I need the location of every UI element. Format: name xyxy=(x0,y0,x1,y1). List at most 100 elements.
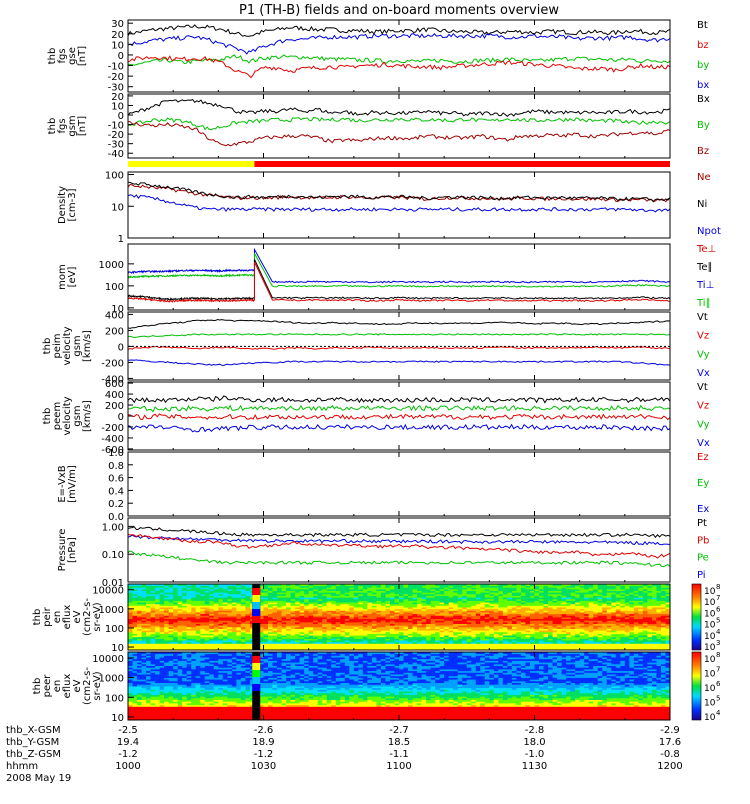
y-tick-label: 1.0 xyxy=(108,448,124,459)
y-tick-label: 0.4 xyxy=(108,486,124,497)
legend-entry: Vx xyxy=(697,368,710,379)
legend-entry: Ez xyxy=(697,452,709,463)
legend-entry: Pt xyxy=(697,518,707,529)
series-line-Vx xyxy=(128,360,670,366)
legend-entry: Vy xyxy=(697,419,710,430)
y-tick-label: 200 xyxy=(105,401,124,412)
legend-entry: Pb xyxy=(697,535,709,546)
chart-title: P1 (TH-B) fields and on-board moments ov… xyxy=(239,3,559,18)
y-tick-label: 0 xyxy=(118,51,124,62)
panel-frame xyxy=(128,452,670,516)
y-tick-label: 20 xyxy=(111,30,124,41)
legend-entry: Ne xyxy=(697,172,711,183)
y-axis-label: [cm-3] xyxy=(67,188,78,221)
series-line-Ti∥ xyxy=(128,275,255,278)
y-tick-label: 0 xyxy=(118,342,124,353)
y-axis-label: [nPa] xyxy=(67,537,78,563)
series-group xyxy=(128,100,670,146)
series-line-Pb xyxy=(128,534,670,558)
y-axis-label: [eV] xyxy=(67,267,78,288)
legend-entry: Bx xyxy=(697,94,710,105)
series-line-Ti∥ xyxy=(273,285,671,287)
legend-entry: Pe xyxy=(697,553,709,564)
legend-entry: Vz xyxy=(697,401,709,412)
series-line-Vt xyxy=(128,320,670,329)
y-axis-label: [mV/m] xyxy=(67,465,78,503)
legend-entry: Ni xyxy=(697,199,707,210)
y-tick-label: 0.10 xyxy=(102,550,124,561)
series-line-Bx xyxy=(128,100,670,117)
legend-entry: Vt xyxy=(697,312,708,323)
y-tick-label: 1000 xyxy=(99,260,124,271)
series-line-Vx xyxy=(128,425,670,432)
legend-entry: Vz xyxy=(697,331,709,342)
series-line-Ti⊥ xyxy=(128,270,255,274)
panel-frame xyxy=(128,172,670,238)
series-line-by xyxy=(128,55,670,65)
y-axis-label: [nT] xyxy=(77,46,88,66)
y-tick-label: 0.2 xyxy=(108,499,124,510)
legend-entry: bx xyxy=(697,80,709,91)
y-tick-label: 200 xyxy=(105,326,124,337)
y-tick-label: 100 xyxy=(105,282,124,293)
y-axis-label: [km/s] xyxy=(82,330,93,362)
legend-entry: Vt xyxy=(697,382,708,393)
y-tick-label: -40 xyxy=(108,149,124,160)
series-line-Vy xyxy=(128,334,670,338)
legend-entry: Te∥ xyxy=(696,262,713,273)
series-line-Bt xyxy=(128,25,670,36)
legend-entry: Ey xyxy=(697,478,709,489)
y-tick-label: -20 xyxy=(108,72,124,83)
panel-frame xyxy=(128,518,670,582)
legend-entry: Pi xyxy=(697,570,706,581)
y-tick-label: 30 xyxy=(111,19,124,30)
y-tick-label: 0 xyxy=(118,412,124,423)
y-tick-label: 400 xyxy=(105,310,124,321)
series-group xyxy=(128,25,670,78)
series-group xyxy=(128,396,670,432)
y-tick-label: 0.0 xyxy=(108,512,124,523)
y-tick-label: -200 xyxy=(101,358,124,369)
legend-entry: By xyxy=(697,120,710,131)
series-line-Vz xyxy=(128,414,670,420)
series-group xyxy=(128,249,670,302)
y-tick-label: 1.00 xyxy=(102,522,124,533)
legend-entry: bz xyxy=(697,40,709,51)
y-tick-label: 0.8 xyxy=(108,461,124,472)
series-line-Pt xyxy=(128,527,670,538)
series-line-Vt xyxy=(128,396,670,403)
series-line-Vy xyxy=(128,406,670,412)
y-axis-label: [km/s] xyxy=(82,400,93,432)
y-tick-label: 400 xyxy=(105,390,124,401)
series-line-Bz xyxy=(128,122,670,146)
y-tick-label: -10 xyxy=(108,62,124,73)
y-axis-label: [nT] xyxy=(77,116,88,136)
series-group xyxy=(128,527,670,567)
legend-entry: Ex xyxy=(697,504,709,515)
series-line-bz xyxy=(128,56,670,77)
legend-entry: Te⊥ xyxy=(696,244,716,255)
series-line-bx xyxy=(128,34,670,54)
legend-entry: Bt xyxy=(697,20,708,31)
series-line-Te∥ xyxy=(273,297,671,299)
y-tick-label: 1 xyxy=(118,234,124,245)
series-line-Ti⊥ xyxy=(273,280,671,283)
y-tick-label: -200 xyxy=(101,423,124,434)
series-line-Te⊥ xyxy=(273,299,671,302)
series-group xyxy=(128,320,670,366)
legend-entry: by xyxy=(697,60,709,71)
series-line-Ne xyxy=(128,185,670,202)
series-group xyxy=(128,182,670,212)
y-tick-label: 10 xyxy=(111,40,124,51)
y-tick-label: 100 xyxy=(105,171,124,182)
